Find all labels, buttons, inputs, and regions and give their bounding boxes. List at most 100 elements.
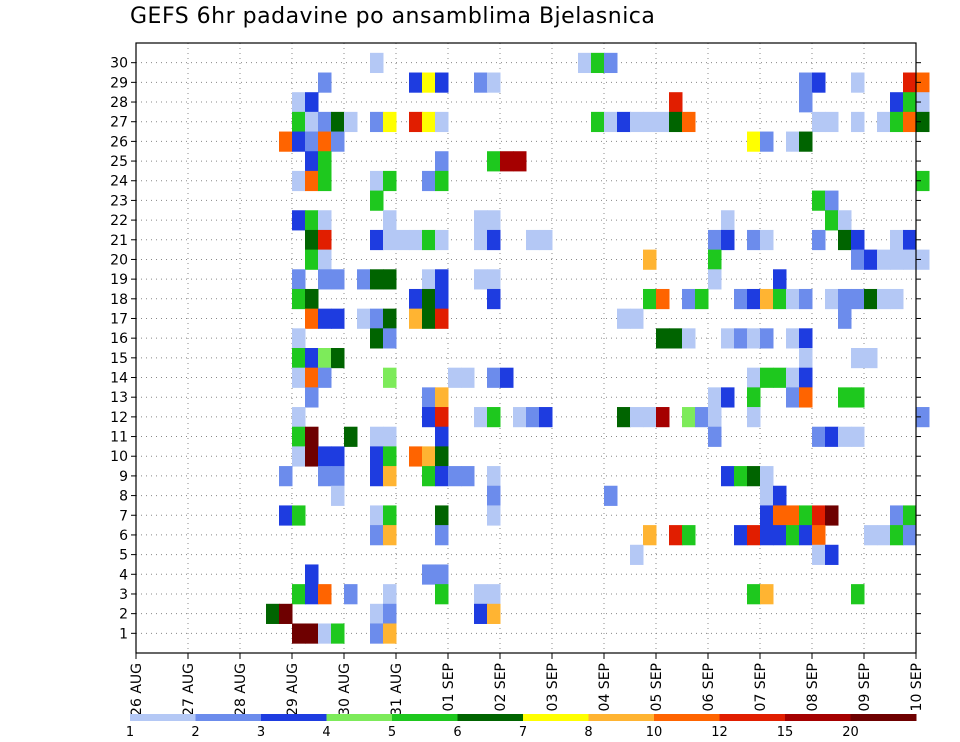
heatmap-cell	[799, 328, 813, 349]
heatmap-cell	[292, 210, 306, 231]
legend-label: 7	[519, 725, 527, 740]
heatmap-cell	[656, 328, 670, 349]
heatmap-cell	[292, 505, 306, 526]
x-tick-label: 02 SEP	[493, 663, 509, 711]
heatmap-cell	[383, 328, 397, 349]
y-tick-label: 7	[119, 508, 128, 524]
heatmap-cell	[669, 328, 683, 349]
legend-label: 10	[646, 725, 663, 740]
heatmap-cell	[851, 111, 865, 133]
x-tick-label: 26 AUG	[129, 663, 145, 716]
heatmap-cell	[799, 505, 813, 526]
y-tick-label: 9	[119, 469, 128, 485]
heatmap-cell	[474, 72, 488, 93]
heatmap-cell	[383, 426, 397, 447]
heatmap-cell	[305, 111, 319, 133]
x-tick-label: 29 AUG	[285, 663, 301, 716]
y-tick-label: 2	[119, 607, 128, 623]
heatmap-cell	[370, 308, 384, 329]
y-tick-label: 3	[119, 587, 128, 603]
heatmap-cell	[370, 525, 384, 546]
y-tick-label: 12	[110, 410, 128, 426]
heatmap-cell	[487, 407, 501, 428]
heatmap-cell	[812, 229, 826, 251]
heatmap-cell	[604, 485, 618, 506]
x-tick-label: 04 SEP	[597, 663, 613, 711]
x-tick-label: 30 AUG	[337, 663, 353, 716]
heatmap-cell	[760, 328, 774, 349]
heatmap-cell	[721, 229, 735, 251]
heatmap-cell	[435, 505, 449, 526]
heatmap-cell	[630, 111, 644, 133]
heatmap-cell	[474, 603, 488, 624]
heatmap-cell	[305, 288, 319, 310]
heatmap-cell	[760, 466, 774, 487]
heatmap-cell	[747, 131, 761, 152]
y-tick-label: 6	[119, 528, 128, 544]
heatmap-cell	[682, 328, 696, 349]
heatmap-cell	[747, 229, 761, 251]
heatmap-cell	[487, 269, 501, 290]
heatmap-cell	[318, 308, 332, 329]
heatmap-cell	[786, 288, 800, 310]
heatmap-cell	[708, 387, 722, 408]
heatmap-cell	[331, 446, 345, 467]
heatmap-cell	[318, 151, 332, 172]
heatmap-cell	[500, 367, 514, 388]
heatmap-cell	[448, 466, 462, 487]
heatmap-cell	[435, 151, 449, 172]
heatmap-cell	[578, 52, 592, 74]
heatmap-cell	[760, 505, 774, 526]
legend-swatch	[588, 714, 655, 721]
heatmap-cell	[474, 210, 488, 231]
x-tick-label: 31 AUG	[389, 663, 405, 716]
heatmap-cell	[825, 426, 839, 447]
heatmap-cell	[812, 72, 826, 93]
legend-label: 20	[842, 725, 859, 740]
heatmap-cell	[877, 249, 891, 270]
y-tick-label: 1	[119, 626, 128, 642]
legend-label: 2	[191, 725, 199, 740]
y-tick-label: 23	[110, 193, 128, 209]
heatmap-cell	[513, 407, 527, 428]
heatmap-cell	[331, 269, 345, 290]
heatmap-cell	[305, 229, 319, 251]
heatmap-cell	[539, 229, 553, 251]
heatmap-cell	[344, 584, 358, 605]
heatmap-cell	[292, 446, 306, 467]
heatmap-cell	[331, 466, 345, 487]
heatmap-cell	[591, 111, 605, 133]
heatmap-cell	[721, 387, 735, 408]
heatmap-cell	[474, 407, 488, 428]
heatmap-cell	[838, 387, 852, 408]
heatmap-cell	[370, 269, 384, 290]
heatmap-cell	[292, 426, 306, 447]
heatmap-cell	[435, 584, 449, 605]
heatmap-cell	[916, 72, 930, 93]
heatmap-cell	[890, 288, 904, 310]
heatmap-cell	[318, 623, 332, 644]
heatmap-cell	[357, 269, 371, 290]
heatmap-cell	[773, 367, 787, 388]
heatmap-cell	[617, 111, 631, 133]
heatmap-cell	[292, 111, 306, 133]
heatmap-cell	[318, 170, 332, 192]
heatmap-cell	[292, 584, 306, 605]
heatmap-cell	[760, 229, 774, 251]
heatmap-cell	[409, 308, 423, 329]
heatmap-cell	[747, 328, 761, 349]
heatmap-cell	[370, 111, 384, 133]
heatmap-cell	[760, 367, 774, 388]
heatmap-cell	[838, 426, 852, 447]
heatmap-cell	[292, 131, 306, 152]
heatmap-cell	[422, 111, 436, 133]
heatmap-cell	[903, 249, 917, 270]
heatmap-cell	[331, 348, 345, 369]
heatmap-cell	[318, 466, 332, 487]
x-tick-label: 09 SEP	[857, 663, 873, 711]
heatmap-cell	[331, 308, 345, 329]
heatmap-cell	[864, 288, 878, 310]
heatmap-cell	[851, 387, 865, 408]
heatmap-cell	[292, 170, 306, 192]
y-tick-label: 24	[110, 174, 128, 190]
